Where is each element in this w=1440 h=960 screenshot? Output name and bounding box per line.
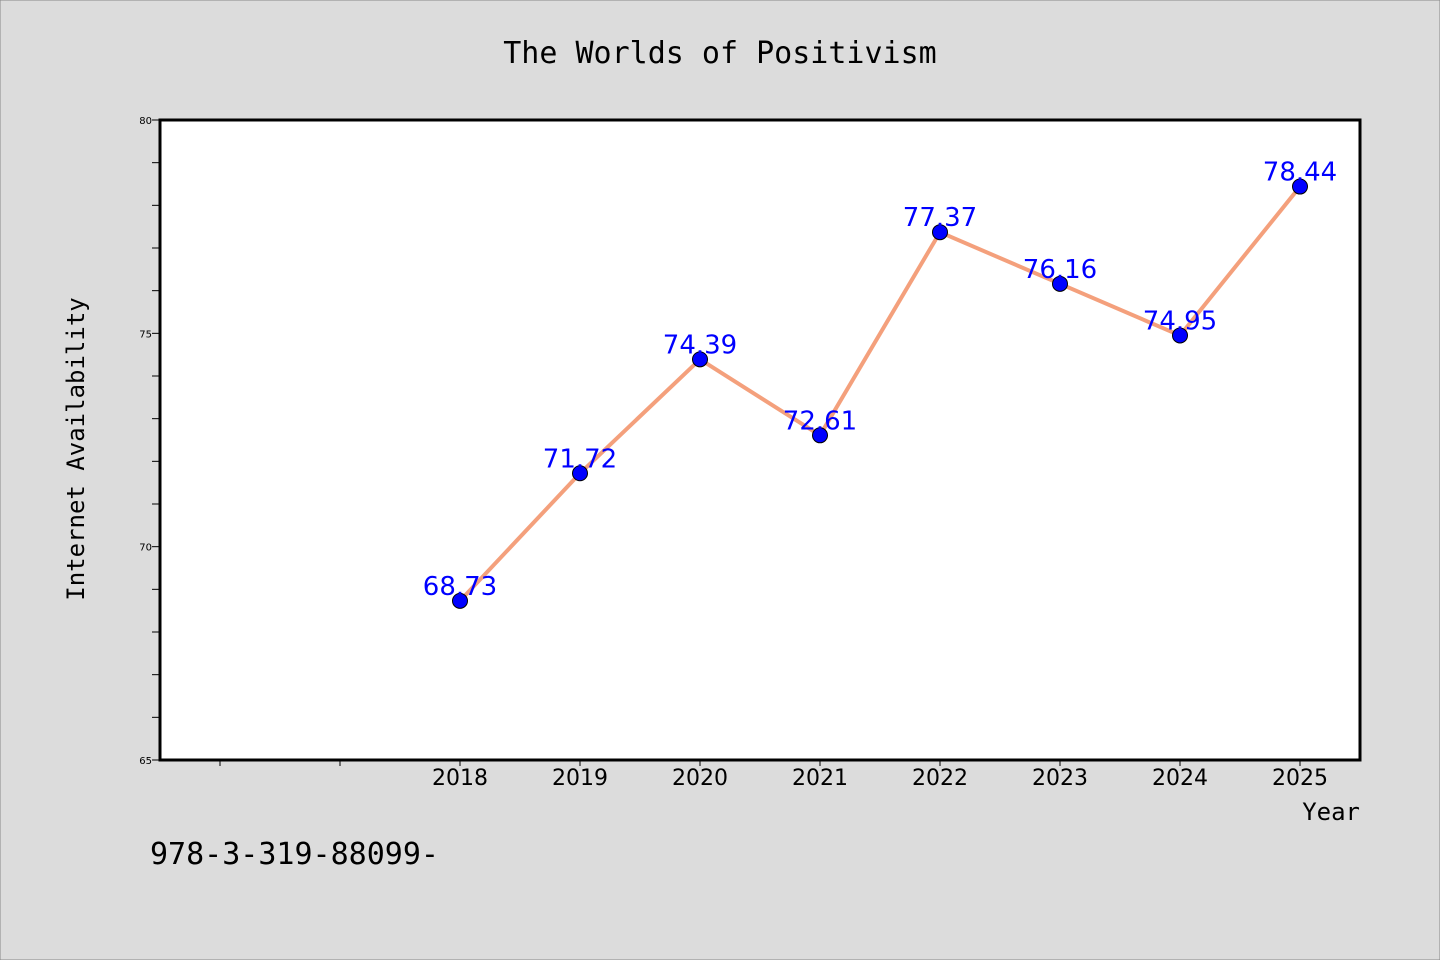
data-label: 68.73 — [423, 572, 497, 602]
data-label: 72.61 — [783, 406, 857, 436]
x-tick-label: 2018 — [432, 766, 488, 791]
chart-title: The Worlds of Positivism — [503, 36, 936, 71]
y-tick-label: 80 — [139, 116, 152, 127]
data-point-marker — [812, 427, 828, 444]
data-label: 78.44 — [1263, 158, 1337, 188]
y-axis-label: Internet Availability — [62, 297, 90, 600]
y-tick-label: 75 — [139, 329, 152, 340]
series-line-group — [458, 184, 1302, 603]
data-label: 74.95 — [1143, 306, 1217, 336]
data-point-marker — [692, 351, 708, 368]
data-point-marker — [1172, 327, 1188, 344]
data-point-marker — [572, 465, 588, 482]
data-point-marker — [1292, 178, 1308, 195]
y-tick-label: 65 — [139, 756, 152, 767]
plot-area — [158, 118, 1362, 762]
y-axis: 65 70 75 80 — [139, 116, 160, 767]
x-tick-label: 2023 — [1032, 766, 1088, 791]
data-point-marker — [932, 224, 948, 241]
data-label: 71.72 — [543, 444, 617, 474]
data-label: 76.16 — [1023, 255, 1097, 285]
data-point-marker — [452, 592, 468, 609]
data-point-marker — [1052, 275, 1068, 292]
x-tick-label: 2022 — [912, 766, 968, 791]
x-tick-label: 2024 — [1152, 766, 1208, 791]
y-tick-label: 70 — [139, 543, 152, 554]
x-axis: 2018 2019 2020 2021 2022 2023 2024 2025 — [219, 760, 1328, 791]
series-line — [458, 184, 1302, 603]
x-tick-label: 2020 — [672, 766, 728, 791]
isbn-text: 978-3-319-88099- — [150, 837, 439, 872]
x-tick-label: 2019 — [552, 766, 608, 791]
x-axis-label: Year — [1302, 798, 1360, 826]
data-label: 74.39 — [663, 330, 737, 360]
x-tick-label: 2021 — [792, 766, 848, 791]
markers-group — [452, 178, 1308, 609]
x-tick-label: 2025 — [1272, 766, 1328, 791]
data-label: 77.37 — [903, 203, 977, 233]
data-labels-group: 68.73 71.72 74.39 72.61 77.37 76.16 74.95 78.44 — [423, 158, 1337, 602]
